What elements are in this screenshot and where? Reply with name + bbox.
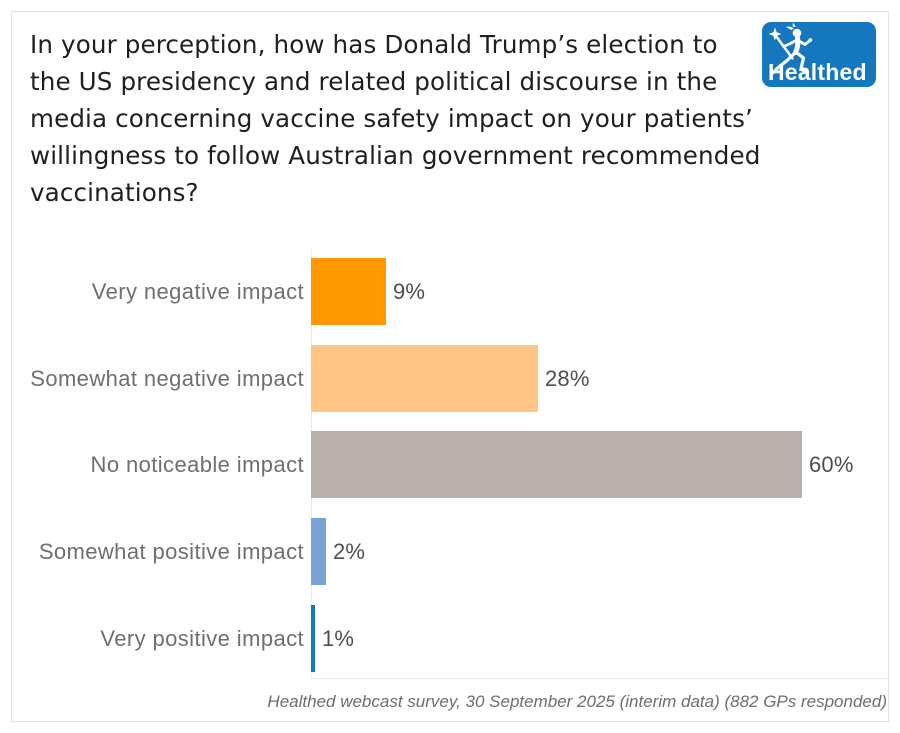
- category-label: Somewhat negative impact: [30, 365, 304, 391]
- bar-very-positive: [311, 605, 315, 672]
- bar-row: Very positive impact 1%: [0, 605, 900, 672]
- bar-somewhat-positive: [311, 518, 326, 585]
- logo-wordmark: Healthed: [768, 59, 867, 85]
- bar-no-impact: [311, 431, 802, 498]
- hermes-runner-icon: [768, 22, 813, 75]
- chart-title: In your perception, how has Donald Trump…: [30, 30, 761, 207]
- category-label: No noticeable impact: [90, 451, 304, 477]
- value-label: 1%: [322, 625, 355, 651]
- bar-row: Somewhat positive impact 2%: [0, 518, 900, 585]
- category-label: Very positive impact: [100, 625, 304, 651]
- category-label: Somewhat positive impact: [38, 538, 304, 564]
- value-label: 9%: [393, 278, 426, 304]
- bar-very-negative: [311, 258, 386, 325]
- value-label: 60%: [809, 451, 854, 477]
- healthed-logo: Healthed: [762, 22, 876, 87]
- bar-row: No noticeable impact 60%: [0, 431, 900, 498]
- bar-somewhat-negative: [311, 345, 538, 412]
- value-label: 2%: [333, 538, 366, 564]
- logo-background: [762, 22, 876, 87]
- value-label: 28%: [545, 365, 590, 391]
- category-label: Very negative impact: [91, 278, 304, 304]
- source-caption: Healthed webcast survey, 30 September 20…: [267, 692, 887, 711]
- bar-row: Somewhat negative impact 28%: [0, 345, 900, 412]
- x-axis-baseline: [311, 678, 888, 679]
- bar-row: Very negative impact 9%: [0, 258, 900, 325]
